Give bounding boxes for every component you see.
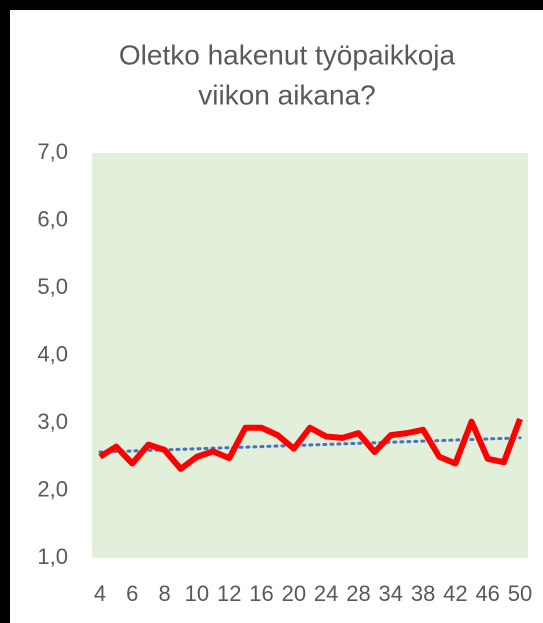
chart-title: viikon aikana? [198,79,375,110]
x-tick-label: 10 [185,581,209,606]
x-tick-label: 34 [379,581,403,606]
y-tick-label: 7,0 [37,139,68,164]
trendline [98,436,522,454]
x-tick-label: 12 [217,581,241,606]
y-tick-label: 5,0 [37,274,68,299]
x-tick-label: 38 [411,581,435,606]
x-tick-label: 42 [443,581,467,606]
y-tick-label: 1,0 [37,544,68,569]
plot-area [92,153,528,558]
y-tick-label: 2,0 [37,476,68,501]
x-tick-label: 4 [94,581,106,606]
data-line [98,417,523,472]
y-tick-label: 3,0 [37,409,68,434]
x-tick-label: 20 [282,581,306,606]
x-tick-label: 8 [158,581,170,606]
x-tick-label: 28 [346,581,370,606]
chart-title: Oletko hakenut työpaikkoja [119,39,456,70]
y-tick-label: 4,0 [37,341,68,366]
x-tick-label: 6 [126,581,138,606]
x-tick-label: 24 [314,581,338,606]
x-tick-label: 16 [249,581,273,606]
x-tick-label: 50 [508,581,532,606]
x-tick-label: 46 [475,581,499,606]
y-tick-label: 6,0 [37,206,68,231]
